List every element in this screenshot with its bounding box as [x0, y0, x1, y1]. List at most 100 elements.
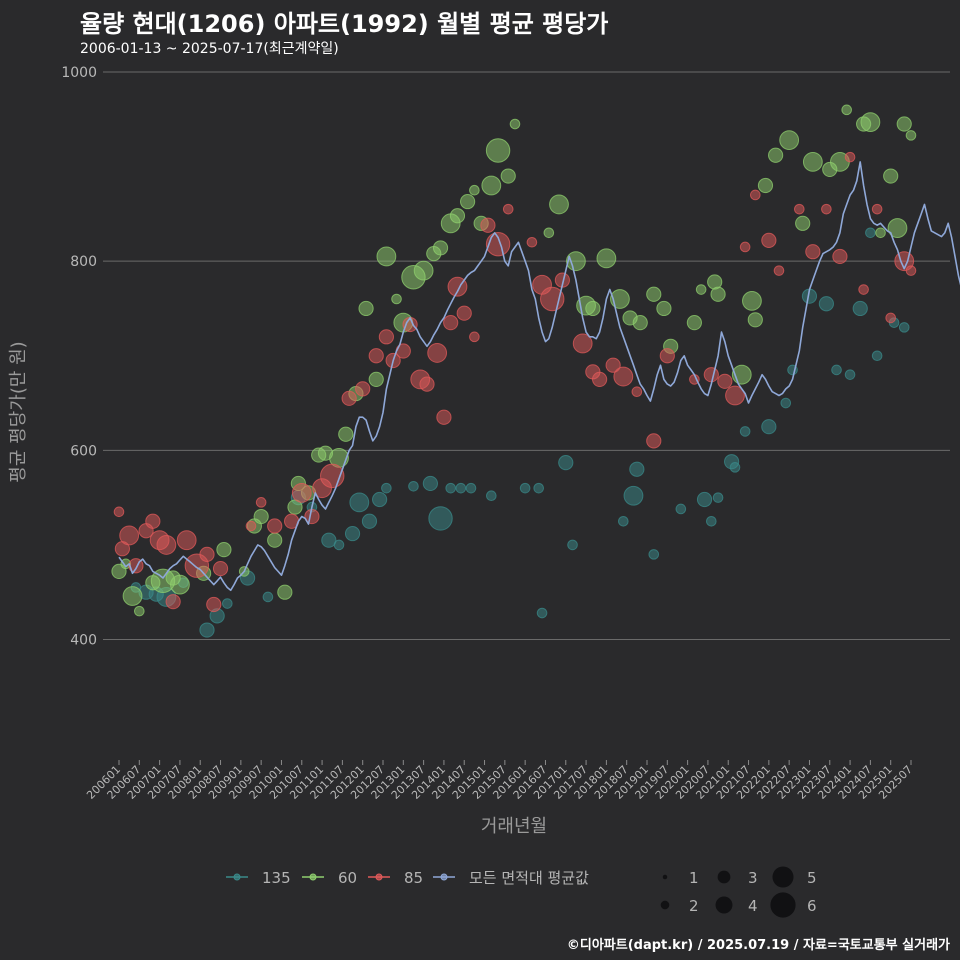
- data-point-85: [267, 518, 283, 534]
- data-point-85: [291, 482, 312, 503]
- data-point-60: [338, 426, 354, 442]
- data-point-85: [905, 265, 917, 276]
- data-point-85: [156, 535, 177, 555]
- data-point-135: [558, 455, 574, 471]
- data-point-85: [427, 343, 448, 363]
- data-point-135: [648, 549, 660, 560]
- data-point-135: [761, 419, 777, 435]
- data-point-135: [780, 397, 792, 409]
- data-point-85: [212, 560, 229, 577]
- data-point-60: [896, 116, 912, 132]
- data-point-85: [885, 312, 896, 324]
- y-tick-label-1000: 1000: [61, 65, 97, 81]
- data-point-85: [480, 217, 496, 233]
- data-point-85: [176, 530, 197, 551]
- data-point-60: [543, 227, 555, 239]
- data-point-135: [381, 482, 392, 494]
- data-point-60: [368, 371, 384, 387]
- data-point-85: [844, 151, 856, 163]
- data-point-135: [696, 491, 713, 508]
- data-point-135: [262, 591, 274, 603]
- size-legend-dot-2: [660, 900, 670, 910]
- size-legend-label-2: 2: [689, 897, 699, 915]
- data-point-85: [646, 433, 662, 449]
- data-point-60: [860, 112, 881, 133]
- data-point-60: [500, 168, 516, 184]
- data-point-60: [358, 300, 374, 317]
- legend-label-135: 135: [262, 869, 291, 887]
- data-point-85: [773, 265, 785, 276]
- data-point-135: [222, 598, 233, 609]
- data-point-135: [533, 482, 544, 494]
- size-legend-label-5: 5: [807, 869, 817, 887]
- data-point-85: [659, 348, 675, 364]
- data-point-85: [832, 248, 848, 265]
- data-point-60: [779, 130, 800, 151]
- data-point-85: [443, 315, 459, 331]
- data-point-85: [485, 231, 511, 257]
- data-point-135: [729, 462, 741, 473]
- size-legend-dot-6: [770, 892, 796, 918]
- data-point-85: [165, 594, 181, 610]
- data-point-85: [631, 386, 643, 397]
- data-point-60: [267, 532, 283, 548]
- data-point-60: [253, 508, 269, 525]
- data-point-60: [686, 315, 702, 331]
- legend-label-60: 60: [338, 869, 357, 887]
- data-point-85: [502, 203, 514, 215]
- data-point-60: [710, 286, 726, 302]
- data-point-85: [526, 236, 538, 248]
- data-point-135: [408, 480, 419, 492]
- data-point-85: [113, 506, 125, 518]
- legend-marker-85: [375, 873, 383, 881]
- data-point-85: [572, 333, 593, 354]
- data-point-85: [245, 520, 257, 532]
- data-point-85: [761, 232, 777, 248]
- x-axis: 2006012006072007012007072008012008072009…: [84, 760, 915, 802]
- size-legend-dot-4: [715, 896, 733, 914]
- data-point-85: [355, 381, 371, 397]
- data-point-135: [455, 482, 467, 494]
- data-point-85: [805, 244, 821, 260]
- data-point-135: [865, 227, 876, 239]
- size-legend-dot-3: [717, 870, 731, 884]
- data-point-60: [742, 290, 762, 311]
- data-point-60: [596, 248, 617, 269]
- size-legend-label-3: 3: [748, 869, 758, 887]
- legend: 135 60 85 모든 면적대 평균값: [226, 869, 589, 887]
- data-point-60: [757, 177, 774, 194]
- footer-credit: ©디아파트(dapt.kr) / 2025.07.19 / 자료=국토교통부 실…: [566, 938, 950, 953]
- size-legend-label-6: 6: [807, 897, 817, 915]
- data-point-135: [445, 482, 456, 494]
- data-point-135: [675, 503, 687, 515]
- data-point-60: [883, 168, 899, 184]
- legend-label-모든 면적대 평균값: 모든 면적대 평균값: [469, 869, 589, 887]
- data-point-85: [341, 390, 357, 406]
- data-point-60: [509, 118, 521, 130]
- data-point-135: [712, 492, 724, 503]
- data-point-60: [646, 286, 662, 302]
- data-point-60: [905, 130, 917, 141]
- data-point-60: [481, 175, 502, 196]
- data-point-135: [629, 461, 645, 477]
- data-point-135: [567, 539, 578, 551]
- legend-marker-60: [309, 873, 317, 881]
- data-point-135: [349, 492, 370, 513]
- data-point-135: [486, 490, 497, 502]
- data-point-85: [613, 366, 634, 387]
- data-point-135: [199, 622, 215, 638]
- data-point-135: [422, 475, 438, 492]
- grid-lines: [103, 71, 950, 640]
- y-tick-label-400: 400: [70, 633, 97, 649]
- data-point-135: [618, 515, 629, 527]
- data-point-135: [428, 506, 453, 531]
- data-point-135: [818, 296, 834, 312]
- data-point-135: [321, 532, 337, 548]
- data-point-85: [739, 241, 751, 253]
- data-point-135: [344, 525, 361, 542]
- y-axis: 400 600 800 1000: [61, 65, 97, 649]
- data-point-60: [432, 240, 449, 256]
- data-point-135: [536, 607, 548, 619]
- data-point-85: [119, 525, 140, 546]
